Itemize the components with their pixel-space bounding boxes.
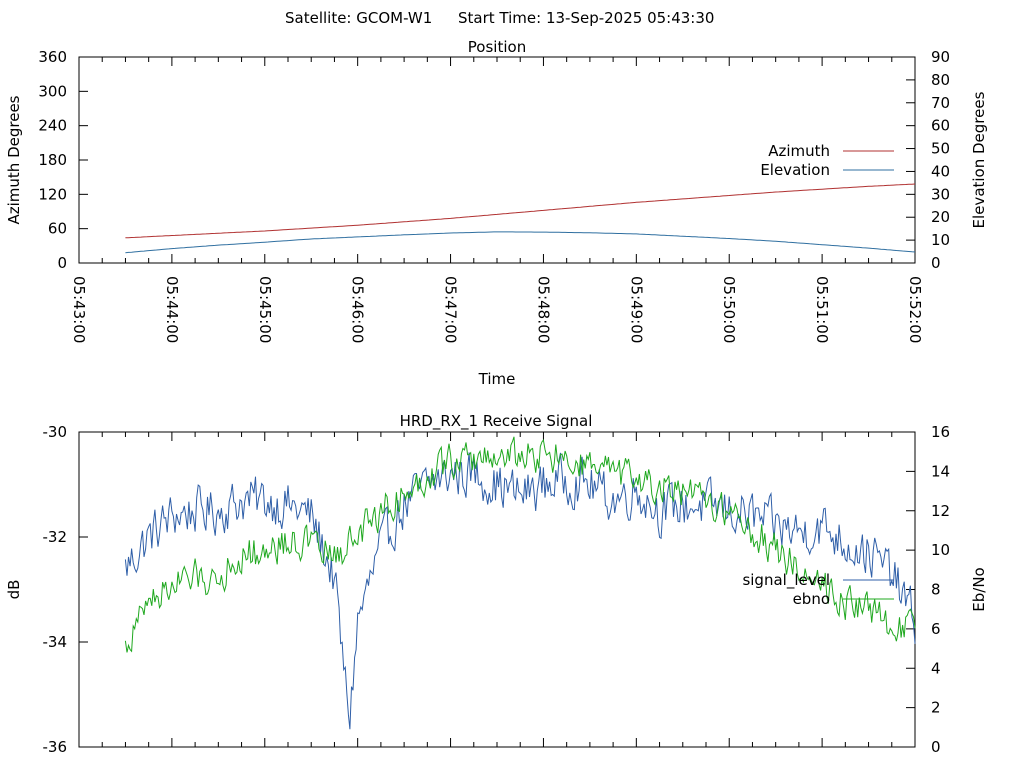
- y2-tick-label: 20: [931, 208, 950, 226]
- header-satellite: Satellite: GCOM-W1: [285, 9, 432, 27]
- legend-label-ebno: ebno: [793, 590, 830, 608]
- y-tick-label: -32: [43, 528, 68, 546]
- y2-tick-label: 90: [931, 48, 950, 66]
- y-tick-label: -36: [43, 738, 68, 756]
- y-tick-label: 0: [57, 254, 67, 272]
- y2-axis-label: Elevation Degrees: [970, 91, 988, 228]
- y2-tick-label: 60: [931, 117, 950, 135]
- x-tick-label: 05:52:00: [906, 276, 924, 343]
- y2-tick-label: 6: [931, 620, 941, 638]
- y2-tick-label: 14: [931, 462, 950, 480]
- x-tick-label: 05:50:00: [720, 276, 738, 343]
- y2-tick-label: 40: [931, 162, 950, 180]
- series-line-signal-level: [124, 452, 916, 730]
- y-axis-label: dB: [5, 580, 23, 600]
- legend-label-azimuth: Azimuth: [768, 142, 830, 160]
- y-tick-label: 180: [38, 151, 67, 169]
- y2-tick-label: 8: [931, 581, 941, 599]
- x-tick-label: 05:45:00: [256, 276, 274, 343]
- y-tick-label: 240: [38, 117, 67, 135]
- series-line-elevation: [125, 231, 916, 254]
- y-axis-label: Azimuth Degrees: [5, 95, 23, 224]
- y2-tick-label: 2: [931, 699, 941, 717]
- x-axis-label: Time: [478, 370, 516, 388]
- y2-tick-label: 30: [931, 185, 950, 203]
- legend-label-signal-level: signal_level: [742, 571, 830, 590]
- legend-label-elevation: Elevation: [760, 161, 830, 179]
- y2-tick-label: 10: [931, 231, 950, 249]
- y2-tick-label: 12: [931, 502, 950, 520]
- y2-tick-label: 70: [931, 94, 950, 112]
- y2-tick-label: 10: [931, 541, 950, 559]
- header-start-time: Start Time: 13-Sep-2025 05:43:30: [458, 9, 714, 27]
- receive-signal-plot: HRD_RX_1 Receive Signal -36 -34 -32 -30 0 2 4 6…: [5, 412, 988, 756]
- y-tick-label: 360: [38, 48, 67, 66]
- y2-tick-label: 16: [931, 423, 950, 441]
- series-line-azimuth: [125, 183, 916, 239]
- x-tick-label: 05:47:00: [442, 276, 460, 343]
- x-tick-label: 05:51:00: [813, 276, 831, 343]
- y2-tick-label: 0: [931, 254, 941, 272]
- x-tick-label: 05:48:00: [534, 276, 552, 343]
- series-line-ebno: [124, 436, 916, 653]
- y2-tick-label: 4: [931, 659, 941, 677]
- y-tick-label: -30: [43, 423, 68, 441]
- y-tick-label: 60: [48, 220, 67, 238]
- y2-tick-label: 80: [931, 71, 950, 89]
- position-plot-title: Position: [468, 38, 526, 56]
- y-tick-label: 120: [38, 185, 67, 203]
- receive-signal-plot-title: HRD_RX_1 Receive Signal: [400, 412, 593, 431]
- y-tick-label: 300: [38, 82, 67, 100]
- x-tick-label: 05:49:00: [627, 276, 645, 343]
- y2-tick-label: 50: [931, 140, 950, 158]
- x-tick-label: 05:44:00: [163, 276, 181, 343]
- x-tick-label: 05:43:00: [70, 276, 88, 343]
- position-plot: Position 0 60 120 180 240 300 360 0 10 20 30 40 50 60…: [5, 38, 988, 388]
- y-tick-label: -34: [43, 633, 68, 651]
- x-tick-label: 05:46:00: [349, 276, 367, 343]
- y2-tick-label: 0: [931, 738, 941, 756]
- y2-axis-label: Eb/No: [970, 567, 988, 611]
